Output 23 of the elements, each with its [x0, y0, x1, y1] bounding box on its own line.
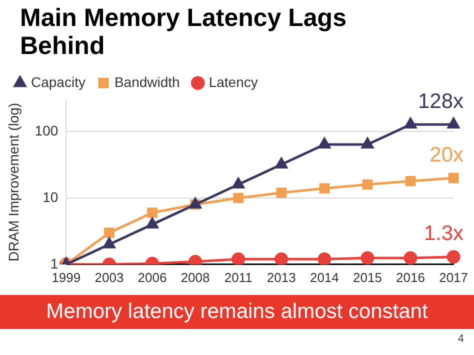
- x-tick-label: 2015: [352, 270, 382, 285]
- annotation: 1.3x: [424, 222, 464, 246]
- x-tick-label: 2013: [266, 270, 296, 285]
- text: 4: [458, 333, 464, 345]
- legend-label: Bandwidth: [114, 74, 180, 90]
- annotation: 20x: [430, 143, 464, 166]
- legend-label: Latency: [208, 74, 258, 90]
- annotation: 128x: [418, 90, 464, 113]
- x-tick-label: 2008: [180, 270, 210, 285]
- y-tick-label: 1: [50, 255, 58, 272]
- x-tick-label: 1999: [52, 270, 81, 285]
- x-tick-label: 2003: [94, 270, 124, 285]
- y-tick-label: 100: [34, 122, 58, 139]
- x-tick-label: 2016: [396, 270, 425, 285]
- x-tick-label: 2011: [224, 270, 252, 285]
- y-tick-label: 10: [42, 188, 58, 205]
- x-tick-label: 2006: [138, 270, 167, 285]
- x-tick-label: 2017: [439, 270, 468, 285]
- y-axis-title: DRAM Improvement (log): [5, 102, 22, 262]
- x-tick-label: 2014: [310, 270, 339, 285]
- text: Memory latency remains almost constant: [0, 295, 474, 329]
- legend-label: Capacity: [31, 74, 86, 90]
- chart-title: Main Memory Latency Lags Behind: [20, 4, 348, 60]
